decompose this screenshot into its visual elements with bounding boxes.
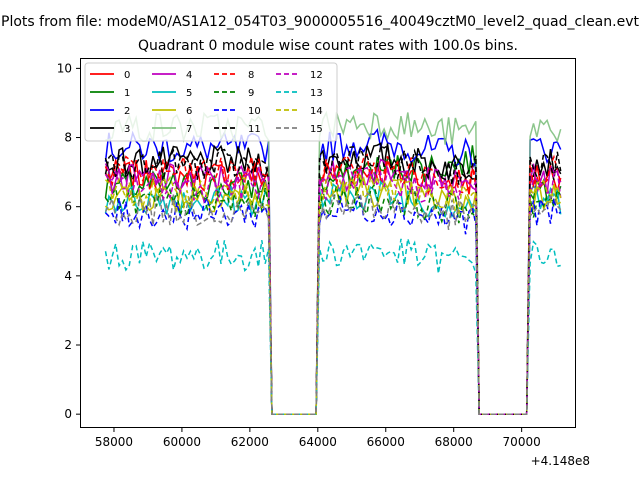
legend-label-8: 8	[248, 70, 254, 81]
series-line-10	[104, 194, 562, 415]
legend-label-6: 6	[186, 106, 192, 117]
legend-label-10: 10	[248, 106, 261, 117]
legend-label-2: 2	[124, 106, 130, 117]
y-axis: 0 2 4 6 8 10	[57, 61, 80, 421]
series-line-6	[104, 176, 562, 415]
x-offset-label: +4.148e8	[531, 454, 590, 468]
chart-title: Quadrant 0 module wise count rates with …	[138, 38, 518, 54]
x-tick-label: 58000	[95, 435, 133, 449]
series-line-13	[104, 238, 561, 415]
y-tick-label: 8	[64, 131, 72, 145]
legend-label-7: 7	[186, 124, 192, 135]
x-tick-label: 62000	[231, 435, 269, 449]
y-tick-label: 10	[57, 61, 72, 75]
legend-label-15: 15	[310, 124, 323, 135]
x-tick-label: 70000	[503, 435, 541, 449]
figure-suptitle: Plots from file: modeM0/AS1A12_054T03_90…	[1, 14, 639, 30]
legend-label-0: 0	[124, 70, 130, 81]
series-layer	[104, 110, 562, 415]
legend-label-3: 3	[124, 124, 130, 135]
legend-box	[84, 62, 338, 142]
legend-label-14: 14	[310, 106, 323, 117]
x-tick-label: 66000	[367, 435, 405, 449]
x-axis: 58000 60000 62000 64000 66000 68000 70000	[95, 428, 541, 449]
x-tick-label: 64000	[299, 435, 337, 449]
x-tick-label: 60000	[163, 435, 201, 449]
legend-label-1: 1	[124, 88, 130, 99]
y-tick-label: 4	[64, 269, 72, 283]
legend-label-13: 13	[310, 88, 323, 99]
y-tick-label: 0	[64, 407, 72, 421]
axes-frame	[80, 58, 576, 428]
y-tick-label: 6	[64, 200, 72, 214]
legend-label-4: 4	[186, 70, 192, 81]
legend-label-5: 5	[186, 88, 192, 99]
y-tick-label: 2	[64, 338, 72, 352]
series-line-15	[104, 192, 562, 415]
legend-label-9: 9	[248, 88, 254, 99]
series-line-14	[104, 170, 562, 415]
legend-label-12: 12	[310, 70, 323, 81]
x-tick-label: 68000	[435, 435, 473, 449]
legend-label-11: 11	[248, 124, 261, 135]
